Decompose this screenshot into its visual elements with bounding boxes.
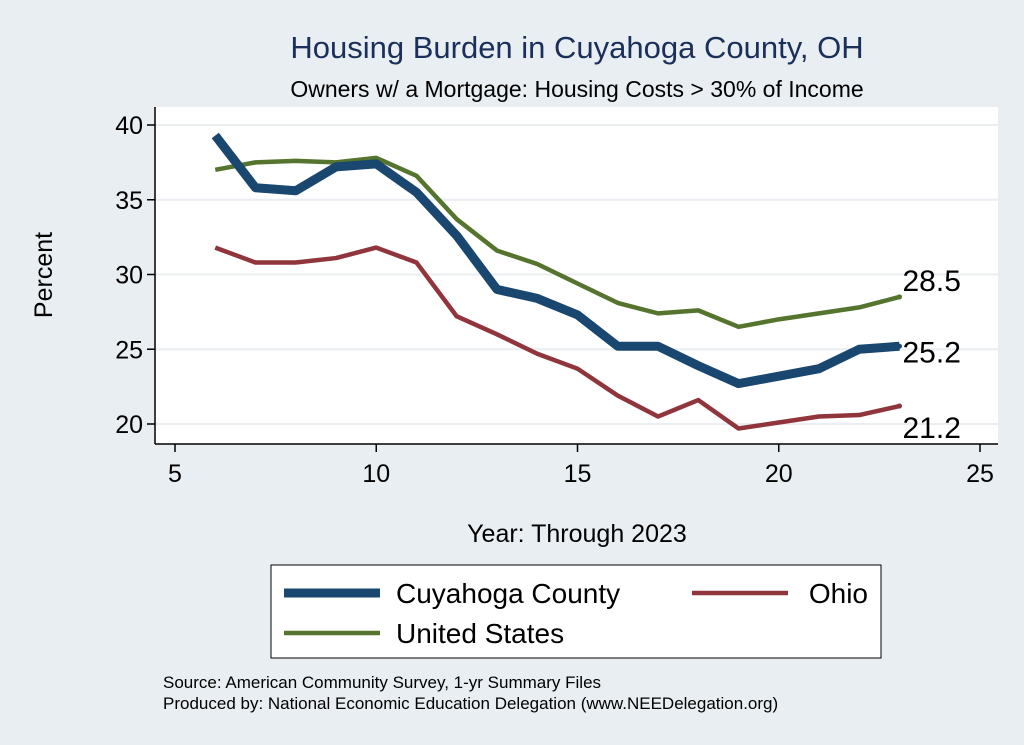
x-tick-label: 5 <box>168 460 182 488</box>
y-tick-label: 20 <box>115 411 143 439</box>
y-axis-title: Percent <box>30 232 58 318</box>
x-tick-label: 15 <box>564 460 592 488</box>
y-tick-label: 25 <box>115 336 143 364</box>
series-end-point-united-states <box>897 294 902 300</box>
end-label: 25.2 <box>903 336 961 369</box>
legend: Cuyahoga County Ohio United States <box>270 564 882 659</box>
series-lines <box>211 132 902 431</box>
x-tick-label: 20 <box>765 460 793 488</box>
x-tick-label: 25 <box>966 460 994 488</box>
y-tick-label: 40 <box>115 112 143 140</box>
series-line-ohio <box>214 245 900 431</box>
series-line-united-states <box>214 155 901 330</box>
y-tick-label: 30 <box>115 262 143 290</box>
series-end-point-cuyahoga-county <box>897 343 902 349</box>
source-note: Source: American Community Survey, 1-yr … <box>163 673 601 692</box>
produced-by-note: Produced by: National Economic Education… <box>163 694 778 713</box>
end-labels: 25.2 21.2 28.5 <box>903 265 961 445</box>
series-line-cuyahoga-county <box>211 132 900 389</box>
chart-subtitle: Owners w/ a Mortgage: Housing Costs > 30… <box>290 76 863 102</box>
x-axis-title: Year: Through 2023 <box>467 520 687 548</box>
axes: 20 25 30 35 40 5 10 15 20 25 <box>115 107 998 488</box>
chart-title: Housing Burden in Cuyahoga County, OH <box>290 30 863 65</box>
x-tick-label: 10 <box>362 460 390 488</box>
y-tick-label: 35 <box>115 187 143 215</box>
legend-entries: Cuyahoga County Ohio United States <box>284 578 868 649</box>
end-label: 21.2 <box>903 412 961 445</box>
legend-label-cuyahoga-county: Cuyahoga County <box>396 578 620 609</box>
end-label: 28.5 <box>903 265 961 298</box>
legend-label-ohio: Ohio <box>809 578 868 609</box>
legend-label-united-states: United States <box>396 618 564 649</box>
legend-box <box>270 564 882 659</box>
series-end-point-ohio <box>897 403 902 409</box>
